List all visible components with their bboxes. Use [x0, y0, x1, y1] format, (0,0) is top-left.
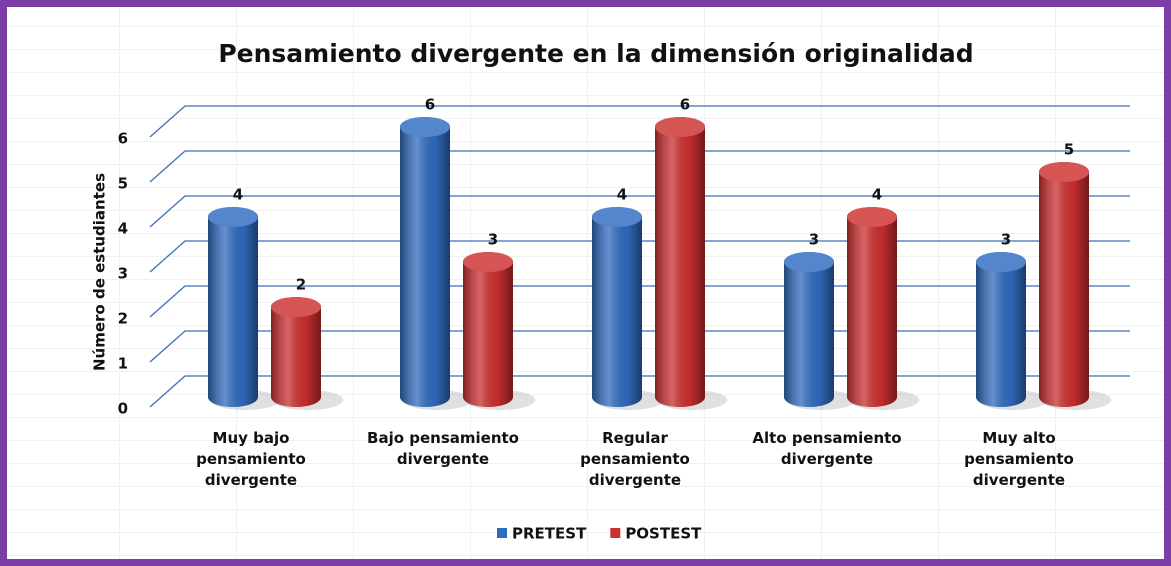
bar-top	[271, 297, 321, 317]
bar-top-highlight	[463, 252, 513, 272]
bar-top	[1039, 162, 1089, 182]
legend-swatch	[497, 528, 507, 538]
bar-top	[847, 207, 897, 227]
bar-shading	[400, 117, 450, 407]
x-tick-label: Bajo pensamiento divergente	[367, 429, 519, 468]
data-label: 4	[872, 186, 882, 204]
x-tick-label: Alto pensamiento divergente	[752, 429, 902, 468]
bar-top	[208, 207, 258, 227]
data-label: 2	[296, 276, 306, 294]
bar-top-highlight	[592, 207, 642, 227]
data-label: 5	[1064, 141, 1074, 159]
bar-top	[655, 117, 705, 137]
bar-shading	[976, 252, 1026, 407]
bar-top	[784, 252, 834, 272]
bar-shading	[208, 207, 258, 407]
x-tick-label: Regular pensamiento divergente	[580, 429, 690, 489]
data-label: 6	[425, 96, 435, 114]
bar-top-highlight	[784, 252, 834, 272]
y-axis-label: Número de estudiantes	[91, 173, 109, 371]
data-label: 4	[617, 186, 627, 204]
bar-shading	[592, 207, 642, 407]
sheet-grid	[7, 7, 1164, 559]
bar-top-highlight	[976, 252, 1026, 272]
bar-shading	[463, 252, 513, 407]
legend-label: POSTEST	[625, 525, 702, 543]
y-tick-label: 2	[118, 310, 128, 328]
y-tick-label: 3	[118, 265, 128, 283]
y-tick-label: 0	[118, 400, 128, 418]
bar-top-highlight	[400, 117, 450, 137]
y-tick-label: 6	[118, 130, 128, 148]
grid-line	[149, 195, 1130, 228]
data-label: 3	[1001, 231, 1011, 249]
bar-top	[976, 252, 1026, 272]
grid-line	[149, 150, 1130, 183]
grid-line	[149, 240, 1130, 273]
bar-shading	[1039, 162, 1089, 407]
data-label: 3	[488, 231, 498, 249]
bar-shading	[847, 207, 897, 407]
chart-title: Pensamiento divergente en la dimensión o…	[218, 39, 973, 68]
bar-top-highlight	[208, 207, 258, 227]
y-tick-label: 5	[118, 175, 128, 193]
legend-swatch	[610, 528, 621, 538]
x-tick-label: Muy bajo pensamiento divergente	[196, 429, 306, 489]
data-label: 6	[680, 96, 690, 114]
y-tick-label: 1	[118, 355, 128, 373]
bar-shading	[655, 117, 705, 407]
bar-shading	[271, 297, 321, 407]
bar-top	[463, 252, 513, 272]
bar-top-highlight	[1039, 162, 1089, 182]
bar-top-highlight	[655, 117, 705, 137]
bar-top	[592, 207, 642, 227]
bar-top-highlight	[271, 297, 321, 317]
bar-shading	[784, 252, 834, 407]
bar-top-highlight	[847, 207, 897, 227]
legend-label: PRETEST	[512, 525, 587, 543]
data-label: 3	[809, 231, 819, 249]
bar-top	[400, 117, 450, 137]
x-tick-label: Muy alto pensamiento divergente	[964, 429, 1074, 489]
grid-line	[149, 105, 1130, 138]
data-label: 4	[233, 186, 243, 204]
y-tick-label: 4	[118, 220, 128, 238]
